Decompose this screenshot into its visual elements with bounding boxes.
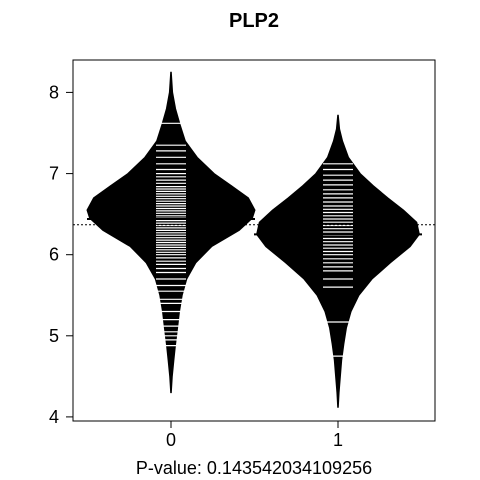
y-tick-label-0: 4 [49,407,59,427]
bean-1 [256,114,420,408]
x-tick-label-0: 0 [166,430,176,450]
y-tick-label-3: 7 [49,164,59,184]
beans-layer [86,71,420,408]
chart-title: PLP2 [229,10,279,32]
y-tick-label-4: 8 [49,82,59,102]
x-tick-label-1: 1 [333,430,343,450]
mean-lines-layer [73,218,435,236]
plot-frame [72,59,436,422]
y-axis: 4 5 6 7 8 [49,82,73,427]
y-tick-label-1: 5 [49,326,59,346]
x-axis-label: P-value: 0.143542034109256 [136,458,372,478]
y-tick-label-2: 6 [49,245,59,265]
